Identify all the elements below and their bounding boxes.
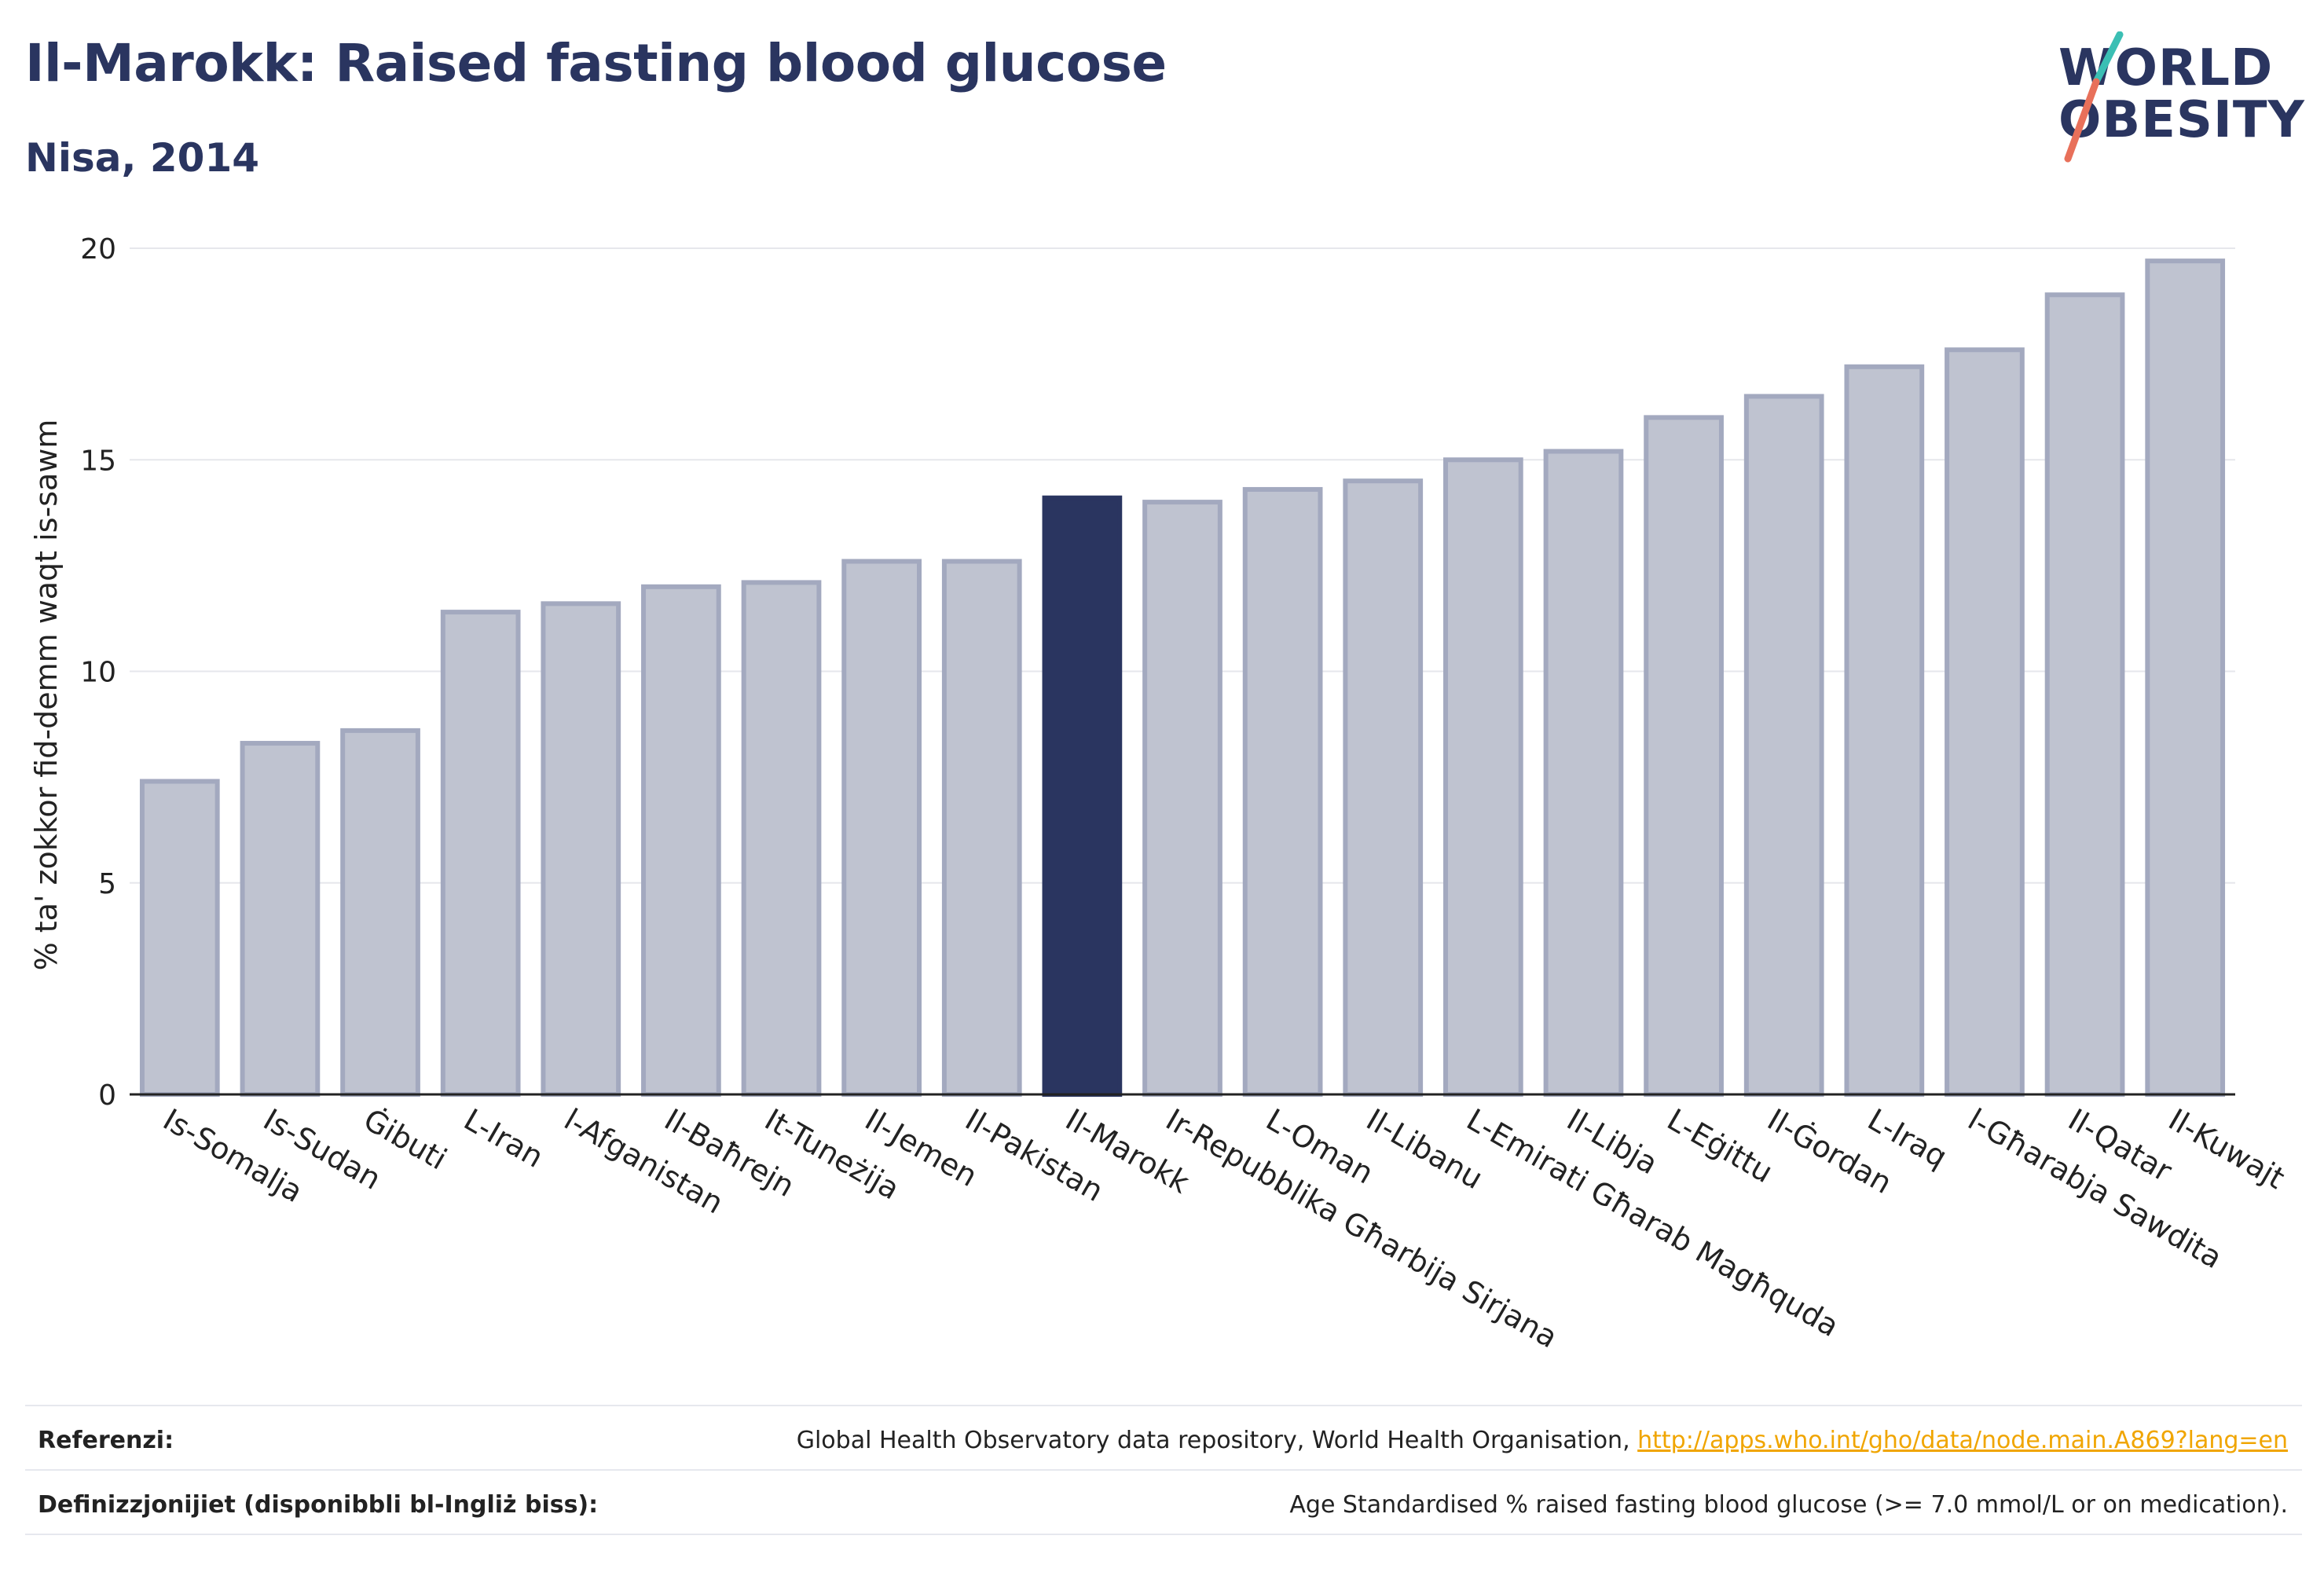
bar bbox=[440, 610, 521, 1097]
bar bbox=[1042, 495, 1123, 1097]
references-link[interactable]: http://apps.who.int/gho/data/node.main.A… bbox=[1637, 1427, 2288, 1454]
bar bbox=[541, 601, 621, 1097]
definitions-label: Definizzjonijiet (disponibbli bl-Ingliż … bbox=[38, 1491, 599, 1519]
chart-subtitle: Nisa, 2014 bbox=[25, 135, 260, 181]
bar bbox=[1945, 347, 2025, 1097]
bar bbox=[741, 580, 822, 1097]
bar bbox=[2044, 292, 2125, 1097]
y-tick-label: 15 bbox=[80, 445, 116, 477]
world-obesity-logo: WORLD OBESITY bbox=[2043, 31, 2305, 173]
bar bbox=[841, 559, 922, 1097]
x-tick-label: L-Iran bbox=[458, 1102, 549, 1175]
bar bbox=[1343, 478, 1424, 1097]
bar bbox=[340, 728, 420, 1097]
bar bbox=[1644, 415, 1724, 1097]
bar bbox=[240, 741, 321, 1097]
bar bbox=[941, 559, 1022, 1097]
bar bbox=[139, 779, 220, 1097]
bar bbox=[2145, 258, 2226, 1097]
bar bbox=[1142, 500, 1222, 1097]
bar bbox=[641, 584, 721, 1097]
bar bbox=[1543, 449, 1624, 1097]
chart-title: Il-Marokk: Raised fasting blood glucose bbox=[25, 33, 1167, 93]
footer-divider-bottom bbox=[25, 1534, 2302, 1535]
references-text: Global Health Observatory data repositor… bbox=[796, 1427, 1638, 1454]
bar bbox=[1844, 364, 1925, 1097]
y-tick-label: 5 bbox=[98, 868, 116, 900]
y-axis-label: % ta' zokkor fid-demm waqt is-sawm bbox=[29, 420, 64, 971]
x-tick-label: Il-Kuwajt bbox=[2163, 1102, 2291, 1196]
bar bbox=[1743, 394, 1824, 1098]
bar bbox=[1242, 486, 1323, 1097]
x-tick-label: L-Eġittu bbox=[1662, 1102, 1779, 1190]
logo-slash-icon bbox=[2064, 31, 2124, 163]
y-tick-label: 0 bbox=[98, 1079, 116, 1112]
y-tick-label: 10 bbox=[80, 657, 116, 689]
y-tick-label: 20 bbox=[80, 233, 116, 266]
bars bbox=[139, 258, 2226, 1098]
footer-divider-top bbox=[25, 1405, 2302, 1406]
bar bbox=[1443, 457, 1523, 1097]
logo-word-2: OBESITY bbox=[2058, 91, 2305, 149]
definitions-value: Age Standardised % raised fasting blood … bbox=[1289, 1491, 2288, 1519]
references-value: Global Health Observatory data repositor… bbox=[797, 1427, 2288, 1454]
footer-divider-middle bbox=[25, 1469, 2302, 1471]
references-label: Referenzi: bbox=[38, 1427, 174, 1454]
